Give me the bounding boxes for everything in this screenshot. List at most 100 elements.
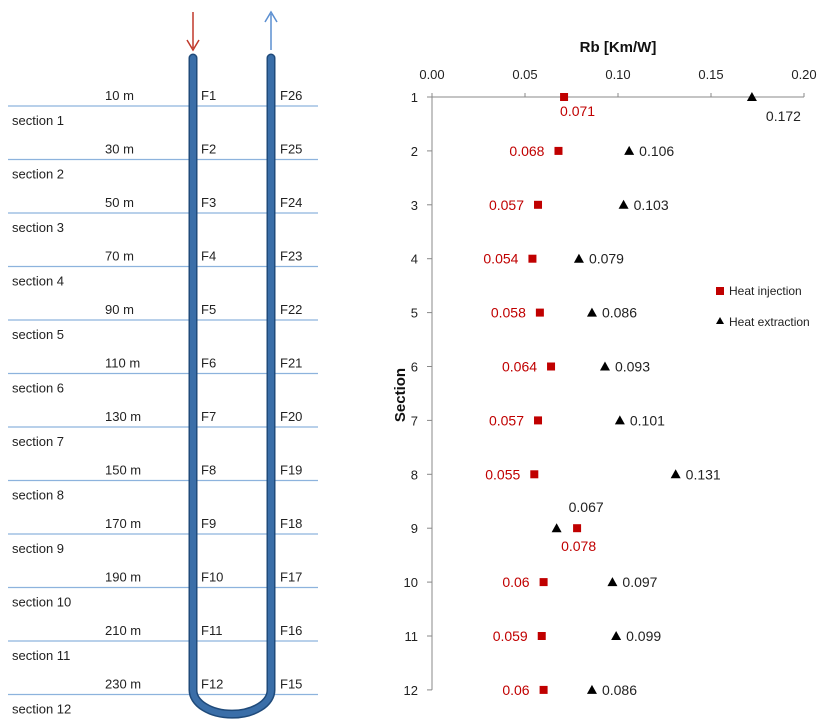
y-tick-label: 8 [411, 467, 418, 482]
heat-injection-label: 0.059 [493, 628, 528, 644]
heat-injection-label: 0.058 [491, 305, 526, 321]
y-tick-label: 10 [404, 575, 418, 590]
up-node-label: F16 [280, 623, 302, 638]
heat-injection-label: 0.057 [489, 197, 524, 213]
down-node-label: F12 [201, 677, 223, 692]
down-node-label: F9 [201, 516, 216, 531]
up-node-label: F15 [280, 677, 302, 692]
depth-label: 50 m [105, 195, 134, 210]
heat-injection-point [534, 416, 543, 425]
section-label: section 8 [12, 488, 64, 503]
heat-injection-label: 0.06 [502, 574, 529, 590]
depth-label: 70 m [105, 249, 134, 264]
depth-label: 150 m [105, 463, 141, 478]
legend-heat-extraction-label: Heat extraction [729, 315, 810, 329]
down-node-label: F3 [201, 195, 216, 210]
x-tick-label: 0.20 [791, 67, 816, 82]
y-tick-label: 4 [411, 252, 418, 267]
up-node-label: F23 [280, 249, 302, 264]
depth-label: 190 m [105, 570, 141, 585]
y-tick-label: 2 [411, 144, 418, 159]
x-tick-label: 0.00 [419, 67, 444, 82]
section-label: section 4 [12, 274, 64, 289]
down-node-label: F2 [201, 142, 216, 157]
up-node-label: F24 [280, 195, 302, 210]
heat-injection-point [528, 254, 537, 263]
heat-extraction-label: 0.067 [569, 499, 604, 515]
heat-injection-point [573, 524, 582, 533]
down-node-label: F7 [201, 409, 216, 424]
heat-extraction-point [611, 631, 622, 640]
section-label: section 9 [12, 541, 64, 556]
heat-injection-point [554, 146, 563, 155]
section-label: section 2 [12, 167, 64, 182]
depth-label: 130 m [105, 409, 141, 424]
section-label: section 5 [12, 327, 64, 342]
heat-extraction-label: 0.172 [766, 108, 801, 124]
heat-extraction-label: 0.099 [626, 628, 661, 644]
heat-injection-point [535, 308, 544, 317]
heat-extraction-label: 0.106 [639, 143, 674, 159]
y-tick-label: 5 [411, 306, 418, 321]
heat-injection-point [547, 362, 556, 371]
heat-injection-label: 0.057 [489, 412, 524, 428]
depth-label: 210 m [105, 623, 141, 638]
y-tick-label: 11 [405, 629, 419, 644]
y-tick-label: 7 [411, 413, 418, 428]
heat-extraction-point [614, 415, 625, 425]
y-tick-label: 1 [411, 90, 418, 105]
heat-extraction-label: 0.097 [622, 574, 657, 590]
heat-extraction-point [599, 361, 610, 371]
outlet-arrow-head [264, 10, 278, 23]
down-node-label: F8 [201, 463, 216, 478]
borehole-diagram: 10 m 30 m 50 m 70 m 90 m 110 m 130 m 150 m 170 m… [8, 10, 318, 719]
heat-extraction-label: 0.086 [602, 305, 637, 321]
section-label: section 7 [12, 434, 64, 449]
section-label: section 10 [12, 595, 71, 610]
heat-extraction-point [670, 469, 681, 479]
y-tick-label: 3 [411, 198, 418, 213]
depth-label: 170 m [105, 516, 141, 531]
up-node-label: F26 [280, 88, 302, 103]
heat-extraction-label: 0.086 [602, 682, 637, 698]
heat-injection-label: 0.068 [509, 143, 544, 159]
heat-extraction-label: 0.079 [589, 251, 624, 267]
down-node-label: F5 [201, 302, 216, 317]
heat-extraction-label: 0.131 [686, 466, 721, 482]
heat-injection-label: 0.054 [483, 251, 518, 267]
depth-label: 10 m [105, 88, 134, 103]
heat-extraction-point [573, 253, 584, 263]
up-node-label: F25 [280, 142, 302, 157]
heat-injection-label: 0.064 [502, 359, 537, 375]
section-label: section 3 [12, 220, 64, 235]
rb-scatter-chart: Rb [Km/W] Section 0.00 0.05 0.10 0.15 0.2012… [392, 39, 817, 698]
section-label: section 6 [12, 381, 64, 396]
heat-extraction-point [746, 92, 757, 101]
heat-injection-label: 0.071 [560, 103, 595, 119]
heat-injection-point [539, 685, 548, 694]
heat-extraction-point [618, 199, 629, 209]
heat-injection-point [530, 470, 539, 479]
depth-label: 230 m [105, 677, 141, 692]
y-tick-label: 9 [411, 521, 418, 536]
up-node-label: F21 [280, 356, 302, 371]
section-label: section 12 [12, 702, 71, 717]
down-node-label: F10 [201, 570, 223, 585]
up-node-label: F19 [280, 463, 302, 478]
heat-injection-label: 0.06 [502, 682, 529, 698]
heat-injection-point [539, 578, 548, 587]
u-pipe [190, 55, 274, 718]
x-tick-label: 0.15 [698, 67, 723, 82]
inlet-arrow-head [186, 39, 200, 52]
depth-label: 30 m [105, 142, 134, 157]
down-node-label: F1 [201, 88, 216, 103]
heat-injection-point [534, 200, 543, 209]
y-tick-label: 6 [411, 360, 418, 375]
section-label: section 11 [12, 648, 70, 663]
chart-title: Rb [Km/W] [580, 39, 657, 56]
chart-legend: Heat injection Heat extraction [716, 284, 810, 329]
heat-extraction-point [586, 684, 597, 694]
heat-injection-point [560, 93, 569, 101]
up-node-label: F18 [280, 516, 302, 531]
